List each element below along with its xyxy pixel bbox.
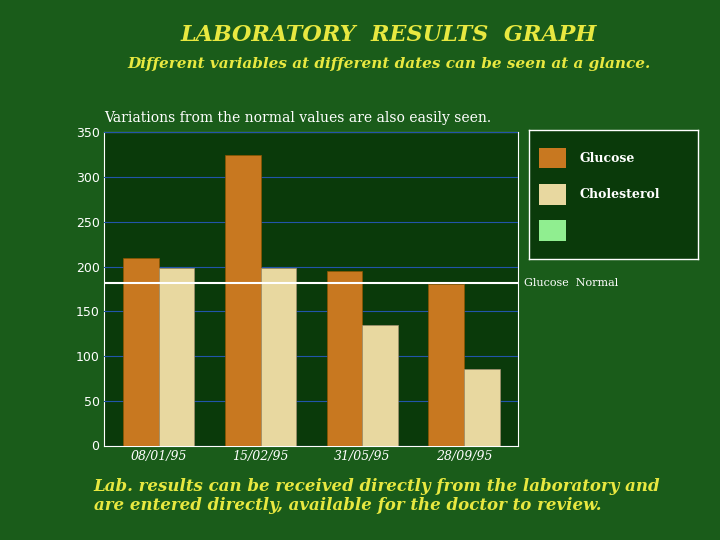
Bar (327, 271, 362, 446)
Text: Variations from the normal values are also easily seen.: Variations from the normal values are al… (104, 111, 492, 125)
Bar (464, 369, 500, 445)
Text: Cholesterol: Cholesterol (580, 188, 660, 201)
Bar (539, 220, 567, 241)
Bar (539, 148, 567, 168)
Bar (539, 184, 567, 205)
Bar (362, 325, 398, 445)
Bar (225, 154, 261, 445)
Bar (159, 268, 194, 446)
Text: LABORATORY  RESULTS  GRAPH: LABORATORY RESULTS GRAPH (181, 24, 597, 46)
Text: Different variables at different dates can be seen at a glance.: Different variables at different dates c… (127, 57, 650, 71)
Bar (261, 268, 296, 446)
Text: Lab. results can be received directly from the laboratory and
are entered direct: Lab. results can be received directly fr… (94, 478, 660, 515)
Bar (428, 285, 464, 446)
Text: Glucose  Normal: Glucose Normal (524, 278, 618, 288)
Bar (123, 258, 159, 446)
Text: Glucose: Glucose (580, 152, 635, 165)
